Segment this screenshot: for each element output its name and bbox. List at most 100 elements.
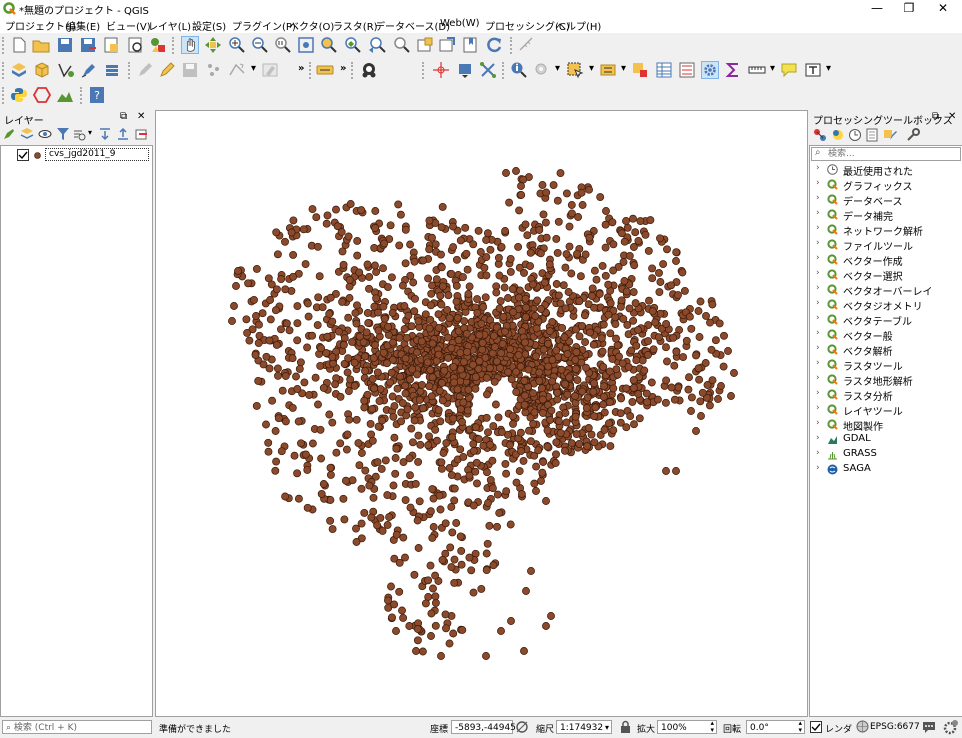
chevron-right-icon[interactable]: › [816,358,820,368]
new-geopackage-icon[interactable] [33,61,51,79]
menu-web[interactable]: Web(W) [440,18,480,29]
toolbar-grip[interactable] [2,62,7,79]
filter-legend-icon[interactable] [56,127,70,141]
map-points-layer[interactable] [156,111,807,716]
rotation-spinbox[interactable]: 0.0° ▴ ▾ [746,720,805,734]
menu-processing[interactable]: プロセッシング(C) [485,22,570,33]
save-project-icon[interactable] [56,36,74,54]
pan-map-icon[interactable] [181,36,199,54]
lock-scale-icon[interactable] [620,720,631,734]
chevron-right-icon[interactable]: › [816,268,820,278]
processing-provider-item[interactable]: › ラスタツール [810,357,960,373]
dropdown-arrow-icon[interactable]: ▾ [770,63,776,74]
zoom-to-selection-icon[interactable] [320,36,338,54]
toolbar-grip[interactable] [309,62,314,79]
edit-features-in-place-icon[interactable] [883,128,897,142]
processing-provider-item[interactable]: › 地図製作 [810,417,960,433]
dropdown-arrow-icon[interactable]: ▾ [826,63,832,74]
zoom-next-icon[interactable] [392,36,410,54]
coordinate-field[interactable]: -5893,-44945 [451,720,516,734]
chevron-right-icon[interactable]: › [816,238,820,248]
toolbar-grip[interactable] [502,62,507,79]
close-panel-icon[interactable]: ✕ [137,111,146,122]
style-layer-icon[interactable] [2,127,16,141]
identify-features-icon[interactable] [510,61,528,79]
locator-box[interactable]: ⌕ 検索 (Ctrl + K) [2,720,152,734]
menu-help[interactable]: ヘルプ(H) [556,22,602,33]
processing-provider-item[interactable]: › ラスタ分析 [810,387,960,403]
add-point-icon[interactable] [205,61,223,79]
processing-provider-item[interactable]: › 最近使用された [810,162,960,178]
dropdown-arrow-icon[interactable]: ▾ [555,63,561,74]
chevron-right-icon[interactable]: › [816,403,820,413]
expand-all-icon[interactable] [98,127,112,141]
new-vector-layer-icon[interactable] [57,61,75,79]
topology-checker-icon[interactable] [479,61,497,79]
restore-button[interactable]: ❐ [903,1,915,15]
toolbar-grip[interactable] [510,37,515,54]
toolbar-grip[interactable] [2,87,7,104]
run-action-icon[interactable] [533,61,551,79]
dropdown-arrow-icon[interactable]: ▾ [589,63,595,74]
zoom-in-icon[interactable] [228,36,246,54]
digitize-icon[interactable] [80,61,98,79]
processing-provider-item[interactable]: › グラフィックス [810,177,960,193]
coordinate-capture-icon[interactable] [432,61,450,79]
close-panel-icon[interactable]: ✕ [948,111,957,122]
minimize-button[interactable]: — [871,1,883,15]
label-tool-icon[interactable] [316,61,334,79]
chevron-right-icon[interactable]: › [816,448,820,458]
toggle-editing-icon[interactable] [158,61,176,79]
chevron-right-icon[interactable]: › [816,298,820,308]
crs-label[interactable]: EPSG:6677 [870,722,920,732]
coordinate-toggle-icon[interactable] [515,720,529,734]
field-calculator-icon[interactable] [678,61,696,79]
toolbar-grip[interactable] [80,87,85,104]
processing-provider-item[interactable]: › GRASS [810,447,960,462]
processing-provider-item[interactable]: › レイヤツール [810,402,960,418]
python-console-icon[interactable] [10,86,28,104]
data-source-manager-icon[interactable] [10,61,28,79]
zoom-to-layer-icon[interactable] [344,36,362,54]
edit-pencil-icon[interactable] [136,61,154,79]
options-icon[interactable] [906,128,920,142]
layout-manager-icon[interactable] [126,36,144,54]
toolbar-grip[interactable] [2,37,7,54]
chevron-right-icon[interactable]: › [816,373,820,383]
dropdown-arrow-icon[interactable]: ▾ [88,128,93,137]
magnifier-spinbox[interactable]: 100% ▴ ▾ [657,720,717,734]
toolbar-grip[interactable] [351,62,356,79]
spinner-arrows-icon[interactable]: ▴ ▾ [798,719,802,734]
chevron-right-icon[interactable]: › [816,433,820,443]
map-canvas[interactable] [155,110,808,717]
processing-provider-item[interactable]: › ベクタ解析 [810,342,960,358]
chevron-right-icon[interactable]: › [816,313,820,323]
float-panel-icon[interactable]: ⧉ [932,111,940,122]
chevron-right-icon[interactable]: › [816,178,820,188]
chevron-right-icon[interactable]: › [816,388,820,398]
zoom-native-icon[interactable] [274,36,292,54]
processing-provider-item[interactable]: › ベクタジオメトリ [810,297,960,313]
new-project-icon[interactable] [10,36,28,54]
processing-provider-item[interactable]: › SAGA [810,462,960,477]
dropdown-arrow-icon[interactable]: ▾ [621,63,627,74]
zoom-last-icon[interactable] [368,36,386,54]
georeferencer-icon[interactable] [456,61,474,79]
menu-settings[interactable]: 設定(S) [192,22,227,33]
processing-provider-item[interactable]: › ベクター作成 [810,252,960,268]
refresh-icon[interactable] [485,36,503,54]
processing-provider-item[interactable]: › ファイルツール [810,237,960,253]
processing-provider-item[interactable]: › ベクタオーバーレイ [810,282,960,298]
zoom-out-icon[interactable] [251,36,269,54]
collapse-all-icon[interactable] [116,127,130,141]
shape-digitize-icon[interactable] [33,86,51,104]
chevron-right-icon[interactable]: › [816,208,820,218]
layer-visibility-checkbox[interactable] [17,149,29,161]
save-edits-icon[interactable] [181,61,199,79]
zoom-full-icon[interactable] [297,36,315,54]
processing-provider-item[interactable]: › データ補完 [810,207,960,223]
measure-line-icon[interactable] [748,61,766,79]
statistical-summary-icon[interactable] [724,61,742,79]
chevron-right-icon[interactable]: › [816,328,820,338]
visibility-icon[interactable] [38,127,52,141]
